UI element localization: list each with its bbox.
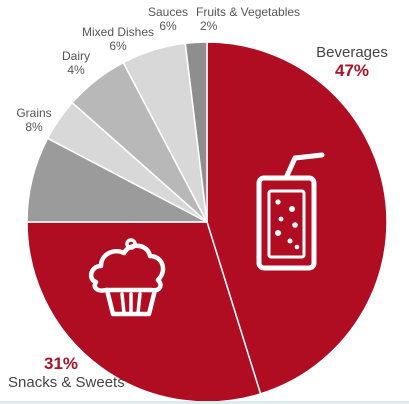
- label-fruits-vegetables: Fruits & Vegetables 2%: [196, 5, 301, 34]
- cupcake-icon: [88, 238, 166, 317]
- label-dairy-pct: 4%: [67, 62, 85, 77]
- pie-slice-fruits-vegetables: [184, 41, 208, 223]
- label-beverages-name: Beverages: [316, 44, 388, 61]
- label-dairy-name: Dairy: [61, 49, 90, 63]
- label-mixed-dishes-name: Mixed Dishes: [81, 25, 155, 39]
- label-snacks-sweets-pct: 31%: [44, 354, 79, 373]
- label-snacks-sweets: 31% Snacks & Sweets: [8, 354, 125, 391]
- pie-slices: [26, 41, 388, 403]
- label-fruits-vegetables-name: Fruits & Vegetables: [196, 5, 301, 19]
- label-snacks-sweets-name: Snacks & Sweets: [8, 373, 125, 391]
- label-sauces-pct: 6%: [159, 18, 177, 33]
- label-fruits-vegetables-pct: 2%: [200, 18, 218, 33]
- label-grains: Grains 8%: [14, 106, 54, 135]
- bottom-rule: [0, 401, 409, 404]
- drink-cup-icon: [256, 152, 325, 271]
- label-grains-pct: 8%: [25, 119, 43, 134]
- label-grains-name: Grains: [16, 106, 52, 120]
- label-sauces: Sauces 6%: [146, 5, 190, 34]
- label-sauces-name: Sauces: [147, 5, 189, 19]
- label-dairy: Dairy 4%: [56, 49, 96, 78]
- label-mixed-dishes-pct: 6%: [109, 38, 127, 53]
- pie-slice-beverages: [206, 41, 388, 395]
- label-mixed-dishes: Mixed Dishes 6%: [78, 25, 158, 54]
- label-beverages: Beverages 47%: [302, 44, 402, 81]
- label-beverages-pct: 47%: [334, 61, 370, 81]
